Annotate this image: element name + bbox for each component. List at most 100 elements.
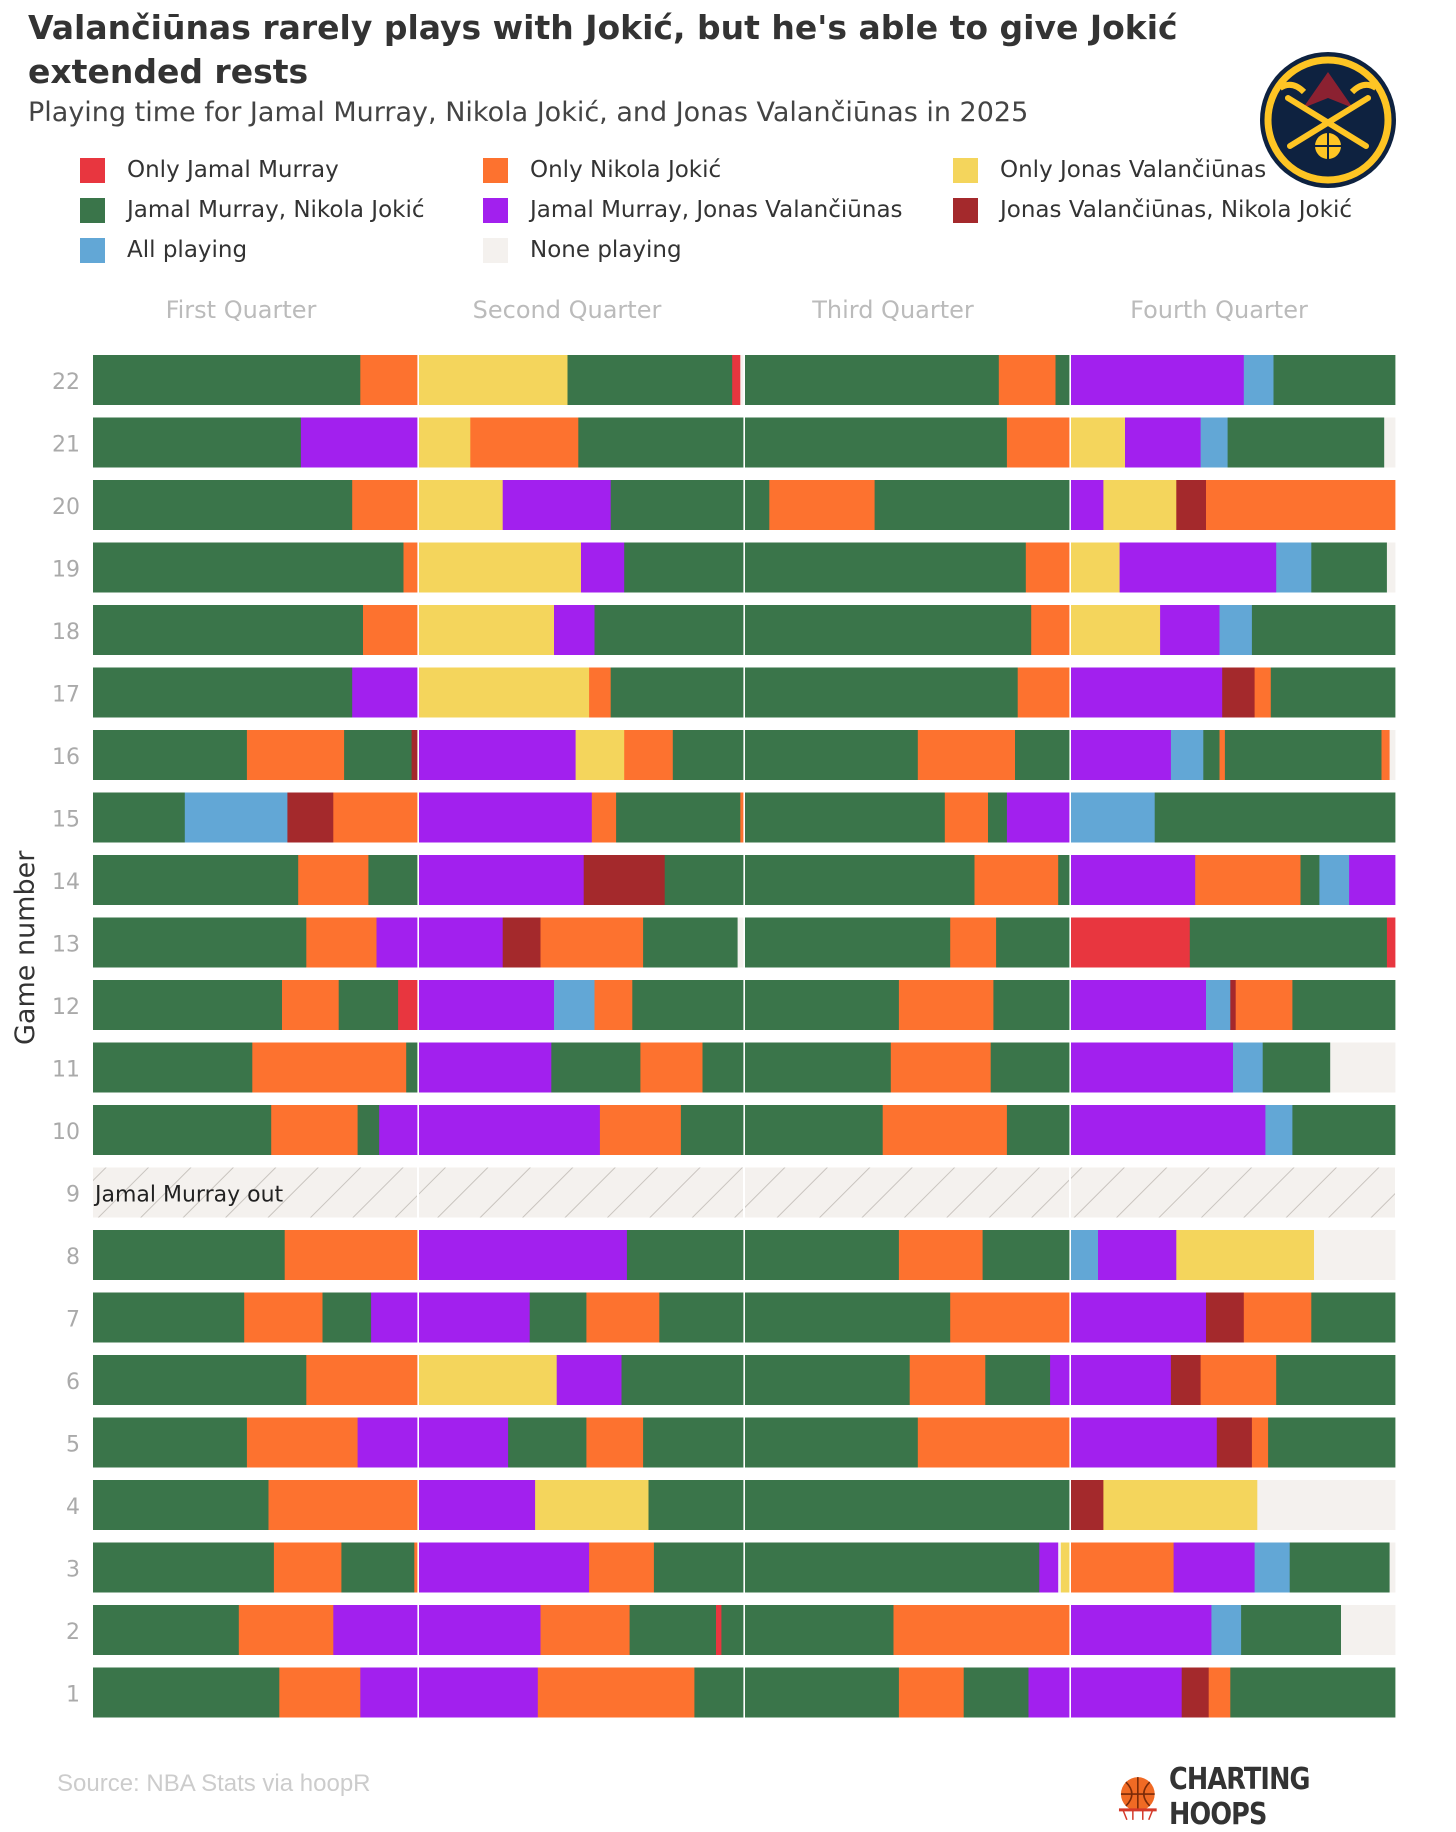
bar-segment	[589, 667, 612, 718]
y-tick-label: 16	[52, 745, 80, 770]
bar-segment	[93, 542, 404, 593]
bar-segment	[745, 605, 1032, 655]
bar-segment	[419, 355, 568, 405]
bar-segment	[640, 1042, 703, 1093]
bar-segment	[990, 1042, 1070, 1093]
bar-segment	[357, 1105, 380, 1155]
bar-segment	[1254, 1542, 1291, 1593]
bar-segment	[702, 1042, 744, 1093]
bar-segment	[398, 980, 418, 1030]
bar-segment	[1017, 667, 1070, 718]
bar-segment	[963, 1667, 1029, 1718]
bar-segment	[917, 730, 1016, 780]
quarter-label-third: Third Quarter	[812, 296, 974, 324]
y-tick-label: 3	[66, 1558, 80, 1583]
basketball-icon	[1118, 1777, 1157, 1820]
bar-segment	[551, 1042, 641, 1093]
bar-segment	[322, 1292, 372, 1343]
bar-segment	[306, 917, 377, 968]
bar-segment	[737, 917, 744, 968]
bar-segment	[1233, 1042, 1264, 1093]
bar-segment	[594, 980, 633, 1030]
bar-segment	[93, 1292, 245, 1343]
bar-segment	[1386, 917, 1396, 968]
denver-nuggets-logo-icon	[1260, 52, 1396, 188]
bar-segment	[1257, 1480, 1396, 1530]
bar-segment	[1251, 605, 1396, 655]
bar-segment	[874, 480, 1070, 530]
bar-segment	[944, 792, 989, 843]
bar-segment	[419, 542, 582, 593]
bar-segment	[93, 980, 283, 1030]
bar-segment	[993, 980, 1070, 1030]
legend-item: Only Jamal Murray	[80, 155, 339, 185]
bar-segment	[1216, 1417, 1253, 1468]
bar-segment	[890, 1042, 992, 1093]
bar-segment	[680, 1105, 744, 1155]
bar-segment	[1006, 792, 1070, 843]
bar-segment	[745, 1042, 892, 1093]
y-tick-label: 5	[66, 1433, 80, 1458]
bar-segment	[1276, 1355, 1396, 1405]
bar-segment	[745, 667, 1019, 718]
bar-segment	[575, 730, 625, 780]
bar-segment	[419, 480, 504, 530]
bar-segment	[1071, 1042, 1234, 1093]
bar-segment	[1181, 1667, 1210, 1718]
bar-segment	[1311, 542, 1388, 593]
bar-segment	[1050, 1355, 1070, 1405]
bar-segment	[246, 730, 345, 780]
bar-segment	[306, 1355, 418, 1405]
bar-segment	[403, 542, 418, 593]
bar-segment	[419, 1417, 509, 1468]
bar-segment	[93, 1542, 275, 1593]
bar-segment	[745, 1292, 951, 1343]
bar-segment	[1006, 417, 1070, 468]
bar-segment	[419, 917, 504, 968]
bar-segment	[1160, 605, 1220, 655]
bar-segment	[93, 1667, 280, 1718]
bar-segment	[1219, 605, 1253, 655]
bar-segment	[529, 1292, 587, 1343]
bar-segment	[333, 792, 418, 843]
bar-segment	[1071, 355, 1245, 405]
bar-segment	[338, 980, 399, 1030]
bar-segment	[624, 542, 744, 593]
legend-swatch-all	[80, 237, 105, 263]
y-tick-label: 13	[52, 933, 80, 958]
bar-segment	[1384, 417, 1396, 468]
bar-segment	[414, 1542, 418, 1593]
bar-segment	[540, 1605, 630, 1655]
bar-segment	[1170, 730, 1204, 780]
bar-segment	[93, 1230, 286, 1280]
bar-segment	[732, 355, 741, 405]
bar-segment	[1173, 1542, 1255, 1593]
bar-segment	[93, 605, 364, 655]
bar-segment	[1292, 980, 1396, 1030]
bar-segment	[985, 1355, 1051, 1405]
bar-segment	[1071, 1292, 1207, 1343]
bar-segment	[1300, 855, 1320, 905]
bar-segment	[1071, 480, 1104, 530]
legend-swatch-valanciunas-jokic	[953, 197, 978, 223]
bar-segment	[578, 417, 744, 468]
bar-segment	[287, 792, 334, 843]
bar-segment	[368, 855, 418, 905]
bar-segment	[419, 417, 471, 468]
bar-segment	[591, 792, 617, 843]
bar-segment	[1015, 730, 1070, 780]
bar-segment	[508, 1417, 587, 1468]
bar-segment	[1219, 730, 1226, 780]
bar-segment	[1206, 480, 1396, 530]
bar-segment	[535, 1480, 649, 1530]
bar-segment	[1170, 1355, 1201, 1405]
bar-segment	[1071, 855, 1196, 905]
bar-segment	[745, 1605, 894, 1655]
bar-segment	[998, 355, 1056, 405]
bar-segment	[950, 917, 997, 968]
bar-segment	[419, 1542, 590, 1593]
bar-segment	[282, 980, 340, 1030]
bar-segment	[1176, 480, 1207, 530]
bar-segment	[184, 792, 288, 843]
